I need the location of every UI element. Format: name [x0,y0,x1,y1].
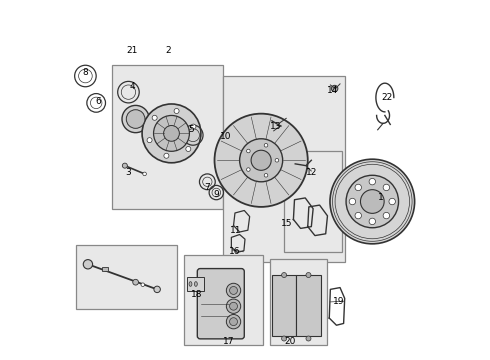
Bar [285,151,342,252]
Text: 11: 11 [230,226,242,235]
Circle shape [282,336,287,341]
Bar [184,255,263,345]
Circle shape [133,279,139,285]
Text: 10: 10 [220,132,231,141]
Circle shape [383,184,390,191]
Text: 20: 20 [284,337,295,346]
Circle shape [226,315,241,329]
Bar [187,277,204,291]
Circle shape [126,110,145,129]
Text: 17: 17 [223,337,235,346]
FancyBboxPatch shape [296,275,320,336]
FancyBboxPatch shape [272,275,296,336]
Circle shape [264,174,268,177]
Circle shape [361,190,384,213]
Text: 7: 7 [204,183,210,192]
Circle shape [246,149,250,153]
Circle shape [143,172,147,176]
Bar [112,65,223,209]
Circle shape [355,212,362,219]
Text: 18: 18 [191,290,202,299]
Ellipse shape [189,282,192,286]
Circle shape [355,184,362,191]
Circle shape [275,158,279,162]
Text: 19: 19 [333,297,344,306]
Circle shape [142,104,201,163]
Text: 3: 3 [125,168,131,177]
Circle shape [346,175,398,228]
Text: 4: 4 [129,82,135,91]
Circle shape [152,115,157,120]
Circle shape [226,299,241,314]
Text: 13: 13 [270,122,281,131]
Circle shape [215,114,308,207]
Text: 5: 5 [188,125,194,134]
Ellipse shape [195,282,197,286]
Circle shape [164,126,179,141]
Circle shape [230,287,238,294]
Circle shape [226,283,241,298]
Circle shape [230,302,238,310]
Circle shape [164,153,169,158]
Text: 15: 15 [280,219,292,228]
Circle shape [186,147,191,152]
Circle shape [230,318,238,325]
Bar [270,259,327,345]
Circle shape [264,144,268,147]
Circle shape [369,179,375,185]
FancyBboxPatch shape [197,269,245,339]
Circle shape [383,212,390,219]
Circle shape [191,124,196,129]
Bar [76,244,177,309]
Text: 14: 14 [327,86,339,95]
Circle shape [306,273,311,278]
Circle shape [240,139,283,182]
Circle shape [389,198,395,205]
Bar [223,76,345,262]
Text: 9: 9 [214,190,219,199]
Circle shape [331,85,338,92]
Text: 16: 16 [228,247,240,256]
Text: 6: 6 [95,96,101,105]
Circle shape [122,105,149,133]
Circle shape [153,116,190,151]
Circle shape [122,163,127,168]
Text: 21: 21 [126,46,138,55]
Circle shape [330,159,415,244]
Circle shape [174,108,179,113]
Circle shape [349,198,356,205]
Circle shape [154,286,160,293]
Circle shape [282,273,287,278]
Circle shape [83,260,93,269]
Text: 2: 2 [165,46,171,55]
Text: 1: 1 [378,193,384,202]
Text: 8: 8 [82,68,88,77]
Text: 12: 12 [306,168,317,177]
Circle shape [141,283,145,287]
Circle shape [147,138,152,143]
Bar [101,267,108,271]
Circle shape [306,336,311,341]
Text: 22: 22 [381,93,392,102]
Circle shape [251,150,271,170]
Circle shape [369,218,375,225]
Circle shape [246,168,250,171]
